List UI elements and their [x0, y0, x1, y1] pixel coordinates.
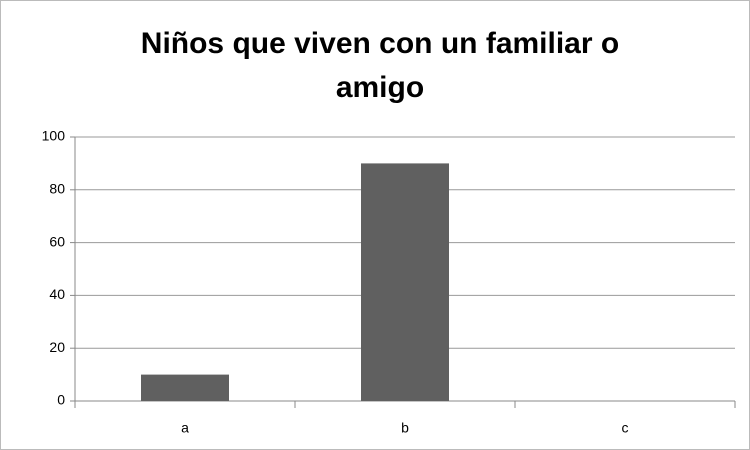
x-tick-label: a [181, 420, 189, 436]
y-tick-label: 40 [49, 286, 65, 302]
y-tick-label: 20 [49, 339, 65, 355]
y-tick-label: 80 [49, 181, 65, 197]
bar [361, 163, 449, 401]
y-tick-label: 100 [42, 128, 66, 144]
y-tick-label: 0 [57, 392, 65, 408]
x-tick-label: b [401, 420, 409, 436]
y-tick-label: 60 [49, 233, 65, 249]
chart-title: Niños que viven con un familiar o amigo [140, 27, 620, 104]
bar [141, 374, 229, 401]
x-tick-label: c [622, 420, 629, 436]
